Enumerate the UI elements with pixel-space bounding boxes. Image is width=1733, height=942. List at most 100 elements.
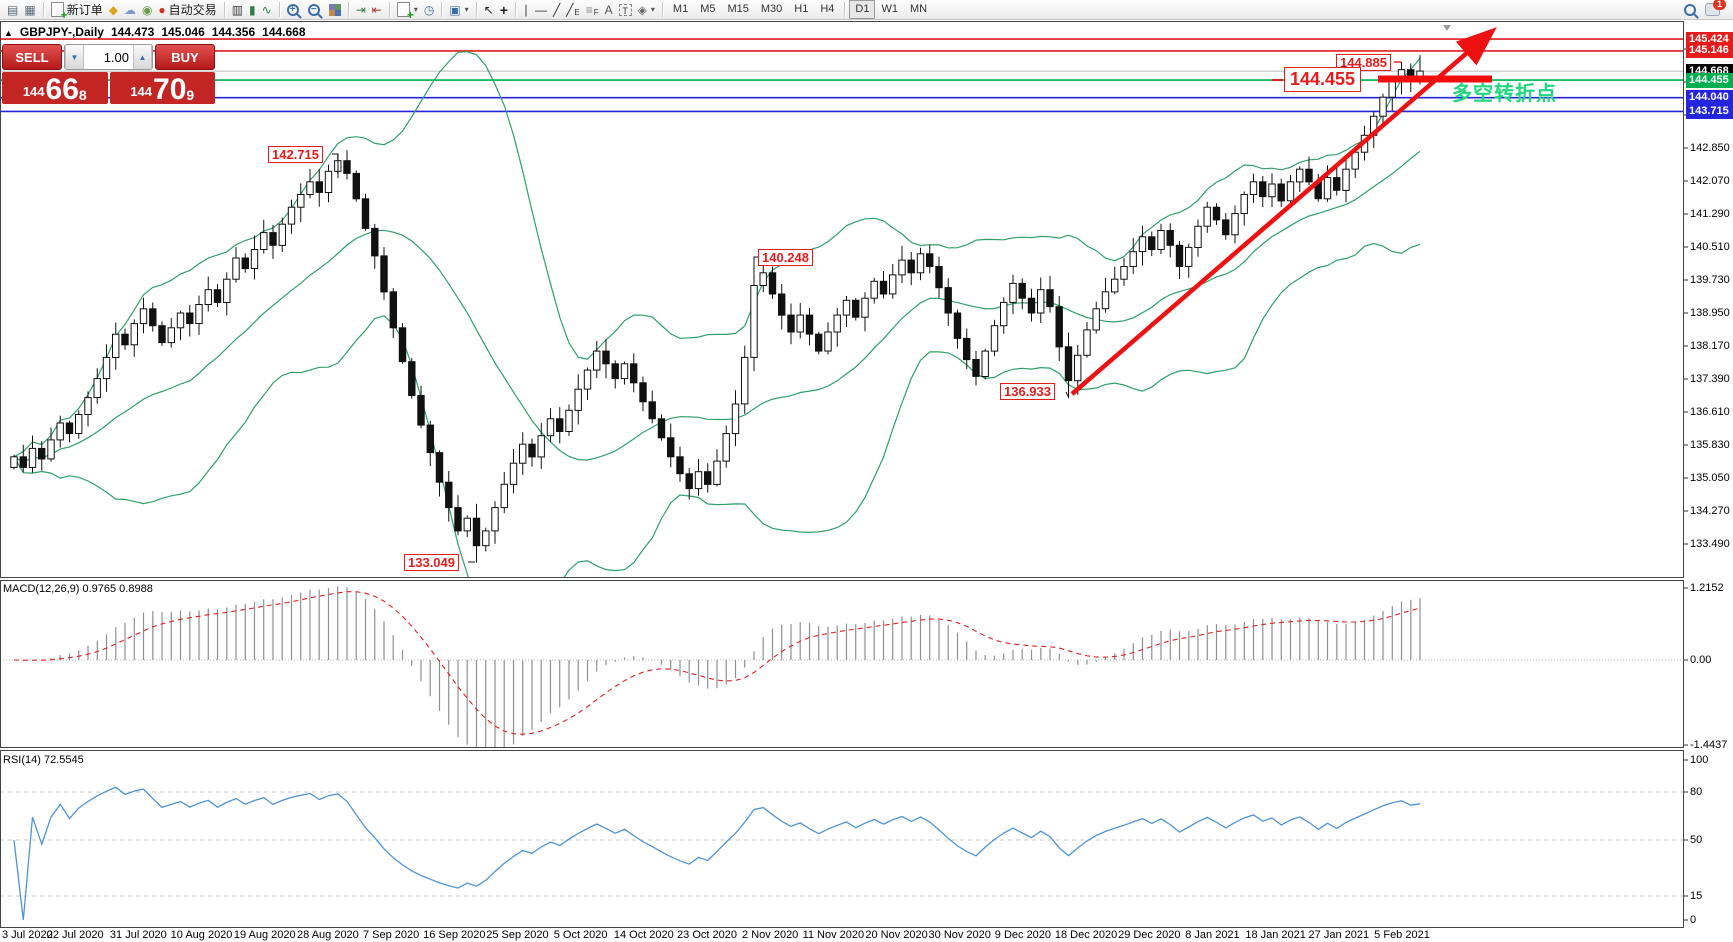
- macd-histogram-bar: [1363, 619, 1366, 660]
- collapse-panel-icon[interactable]: ▲: [4, 28, 13, 38]
- candlestick-chart-button[interactable]: ▮: [246, 1, 259, 19]
- equidistant-channel-button[interactable]: ╱ E: [563, 1, 583, 19]
- trend-annotation-text[interactable]: 多空转折点: [1452, 83, 1557, 105]
- candle-body: [889, 274, 897, 295]
- timeframe-D1[interactable]: D1: [849, 0, 876, 19]
- bar-chart-button[interactable]: ▥: [229, 1, 246, 19]
- candle-body: [963, 337, 971, 361]
- price-callout[interactable]: 133.049: [404, 554, 459, 571]
- price-callout[interactable]: 142.715: [268, 146, 323, 163]
- price-callout[interactable]: 136.933: [1000, 383, 1055, 400]
- timeframe-W1[interactable]: W1: [881, 3, 898, 15]
- candle-body: [1259, 181, 1267, 198]
- buy-button[interactable]: BUY: [155, 44, 215, 70]
- text-button[interactable]: A: [602, 1, 616, 19]
- sell-price[interactable]: 144 66 8: [2, 72, 108, 105]
- chart-shift-marker-icon[interactable]: [1443, 25, 1451, 31]
- price-tag[interactable]: 145.146: [1686, 43, 1733, 59]
- timeframe-H4[interactable]: H4: [820, 3, 835, 15]
- chart-wizard-button[interactable]: ◆: [106, 1, 121, 19]
- bollinger-upper-band[interactable]: [13, 51, 1421, 458]
- macd-histogram-bar: [475, 660, 478, 748]
- price-tag[interactable]: 144.040: [1686, 90, 1733, 106]
- timeframe-H1[interactable]: H1: [794, 3, 809, 15]
- signals-button[interactable]: ◉: [139, 1, 155, 19]
- trendline-button[interactable]: ╱: [550, 1, 563, 19]
- bar-chart-icon: ▥: [231, 2, 244, 17]
- notifications-button[interactable]: 1: [1702, 0, 1726, 19]
- timeframe-M5[interactable]: M5: [700, 3, 716, 15]
- crosshair-button[interactable]: +: [497, 1, 511, 19]
- price-tag[interactable]: 143.715: [1686, 103, 1733, 119]
- macd-histogram-bar: [235, 604, 237, 660]
- vertical-line-button[interactable]: ∣: [520, 1, 532, 19]
- cursor-button[interactable]: ↖: [481, 1, 497, 19]
- tile-windows-button[interactable]: [326, 1, 344, 19]
- candle-body: [1175, 244, 1184, 268]
- candle-body: [269, 232, 277, 246]
- buy-price[interactable]: 144 70 9: [109, 72, 215, 105]
- price-callout[interactable]: 144.455: [1284, 67, 1362, 92]
- auto-trading-button[interactable]: ● 自动交易: [155, 1, 219, 19]
- macd-histogram-bar: [1252, 619, 1255, 660]
- x-axis-date-label: 7 Sep 2020: [362, 929, 420, 941]
- zoom-out-button[interactable]: −: [305, 1, 326, 19]
- shapes-button[interactable]: ◈ ▾: [635, 1, 658, 19]
- fibonacci-sub-label: F: [593, 8, 599, 17]
- fibonacci-button[interactable]: ≡ F: [583, 1, 602, 19]
- zoom-in-button[interactable]: +: [284, 1, 305, 19]
- volume-input[interactable]: [84, 45, 133, 69]
- search-button[interactable]: [1681, 1, 1702, 19]
- volume-increase-button[interactable]: ▲: [133, 45, 152, 69]
- macd-histogram-bar: [1289, 618, 1292, 660]
- profiles-icon: ▣: [449, 2, 461, 17]
- candle-body: [130, 323, 139, 346]
- chart-shift-button[interactable]: ⇤: [369, 1, 385, 19]
- price-tag[interactable]: 144.455: [1686, 72, 1733, 88]
- price-callout[interactable]: 140.248: [758, 249, 813, 266]
- auto-scroll-button[interactable]: ⇥: [353, 1, 369, 19]
- candle-body: [1148, 236, 1156, 251]
- ohlc-close: 144.668: [262, 25, 306, 39]
- macd-histogram-bar: [374, 608, 376, 660]
- macd-histogram-bar: [716, 660, 718, 689]
- macd-histogram-bar: [531, 660, 533, 730]
- main-chart-plot[interactable]: [0, 25, 1684, 650]
- price-callout[interactable]: 144.885: [1336, 54, 1391, 71]
- callout-connector: [753, 256, 758, 263]
- y-axis-tick: 134.270: [1690, 504, 1730, 517]
- timeframe-M30[interactable]: M30: [760, 3, 783, 15]
- market-watch-button[interactable]: ▦: [21, 1, 38, 19]
- macd-histogram-bar: [753, 651, 755, 660]
- horizontal-line-button[interactable]: —: [532, 1, 550, 19]
- period-clock-button[interactable]: ◷: [421, 1, 437, 19]
- timeframe-M1[interactable]: M1: [672, 3, 689, 15]
- timeframe-M15[interactable]: M15: [727, 3, 749, 15]
- new-order-button[interactable]: 新订单: [48, 1, 106, 22]
- bollinger-lower-band[interactable]: [13, 242, 1421, 650]
- macd-histogram-bar: [1067, 660, 1070, 662]
- equidistant-channel-sub-label: E: [574, 8, 580, 17]
- y-axis-tick: 142.850: [1690, 141, 1730, 154]
- price-tag[interactable]: 145.424: [1686, 31, 1733, 47]
- timeframe-MN[interactable]: MN: [909, 3, 928, 15]
- candle-body: [1231, 213, 1239, 236]
- trendline-icon: ╱: [552, 2, 561, 17]
- line-chart-button[interactable]: ∿: [259, 1, 275, 19]
- bollinger-middle-band[interactable]: [13, 150, 1421, 463]
- volume-decrease-button[interactable]: ▼: [65, 45, 84, 69]
- macd-histogram-bar: [540, 660, 542, 722]
- macd-histogram-bar: [1012, 649, 1014, 660]
- candle-body: [1074, 354, 1082, 382]
- candle-body: [1000, 301, 1008, 327]
- trend-arrow[interactable]: [1070, 27, 1497, 396]
- search-icon: [1684, 3, 1696, 16]
- profiles-button[interactable]: ▣ ▾: [446, 1, 471, 19]
- new-chart-button[interactable]: ▾: [394, 1, 421, 22]
- text-label-button[interactable]: T: [616, 1, 635, 19]
- candle-body: [546, 418, 555, 437]
- mql5-community-button[interactable]: ☁: [121, 1, 139, 19]
- chart-window-button[interactable]: ▤: [4, 1, 21, 19]
- sell-button[interactable]: SELL: [2, 44, 62, 70]
